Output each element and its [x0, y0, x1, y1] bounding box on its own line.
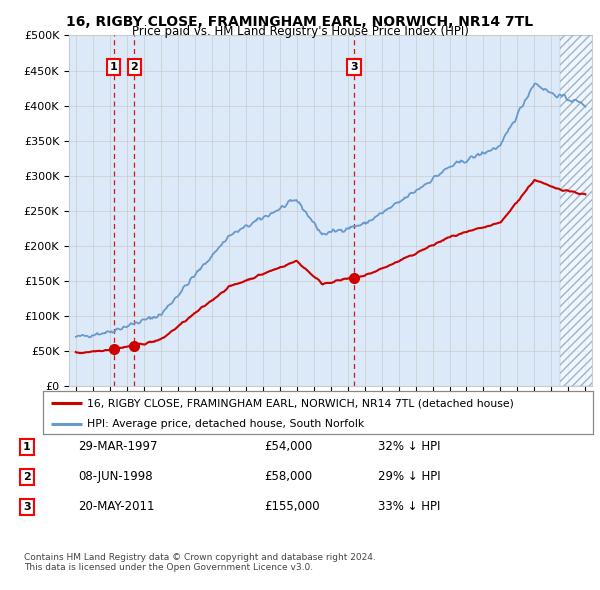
Text: This data is licensed under the Open Government Licence v3.0.: This data is licensed under the Open Gov… [24, 563, 313, 572]
Text: £155,000: £155,000 [264, 500, 320, 513]
Text: 2: 2 [130, 62, 138, 72]
Text: 1: 1 [110, 62, 118, 72]
Text: 33% ↓ HPI: 33% ↓ HPI [378, 500, 440, 513]
Text: 20-MAY-2011: 20-MAY-2011 [78, 500, 155, 513]
Text: 1: 1 [23, 442, 31, 451]
Text: £58,000: £58,000 [264, 470, 312, 483]
Text: £54,000: £54,000 [264, 440, 312, 453]
Text: 29% ↓ HPI: 29% ↓ HPI [378, 470, 440, 483]
Text: HPI: Average price, detached house, South Norfolk: HPI: Average price, detached house, Sout… [87, 419, 364, 430]
Text: Price paid vs. HM Land Registry's House Price Index (HPI): Price paid vs. HM Land Registry's House … [131, 25, 469, 38]
Text: 29-MAR-1997: 29-MAR-1997 [78, 440, 157, 453]
Bar [560, 35, 600, 386]
Text: 3: 3 [350, 62, 358, 72]
Text: 08-JUN-1998: 08-JUN-1998 [78, 470, 152, 483]
Text: 16, RIGBY CLOSE, FRAMINGHAM EARL, NORWICH, NR14 7TL (detached house): 16, RIGBY CLOSE, FRAMINGHAM EARL, NORWIC… [87, 398, 514, 408]
Text: 32% ↓ HPI: 32% ↓ HPI [378, 440, 440, 453]
Text: 16, RIGBY CLOSE, FRAMINGHAM EARL, NORWICH, NR14 7TL: 16, RIGBY CLOSE, FRAMINGHAM EARL, NORWIC… [67, 15, 533, 29]
Text: 2: 2 [23, 472, 31, 481]
Text: Contains HM Land Registry data © Crown copyright and database right 2024.: Contains HM Land Registry data © Crown c… [24, 553, 376, 562]
Text: 3: 3 [23, 502, 31, 512]
Bar [560, 35, 600, 386]
